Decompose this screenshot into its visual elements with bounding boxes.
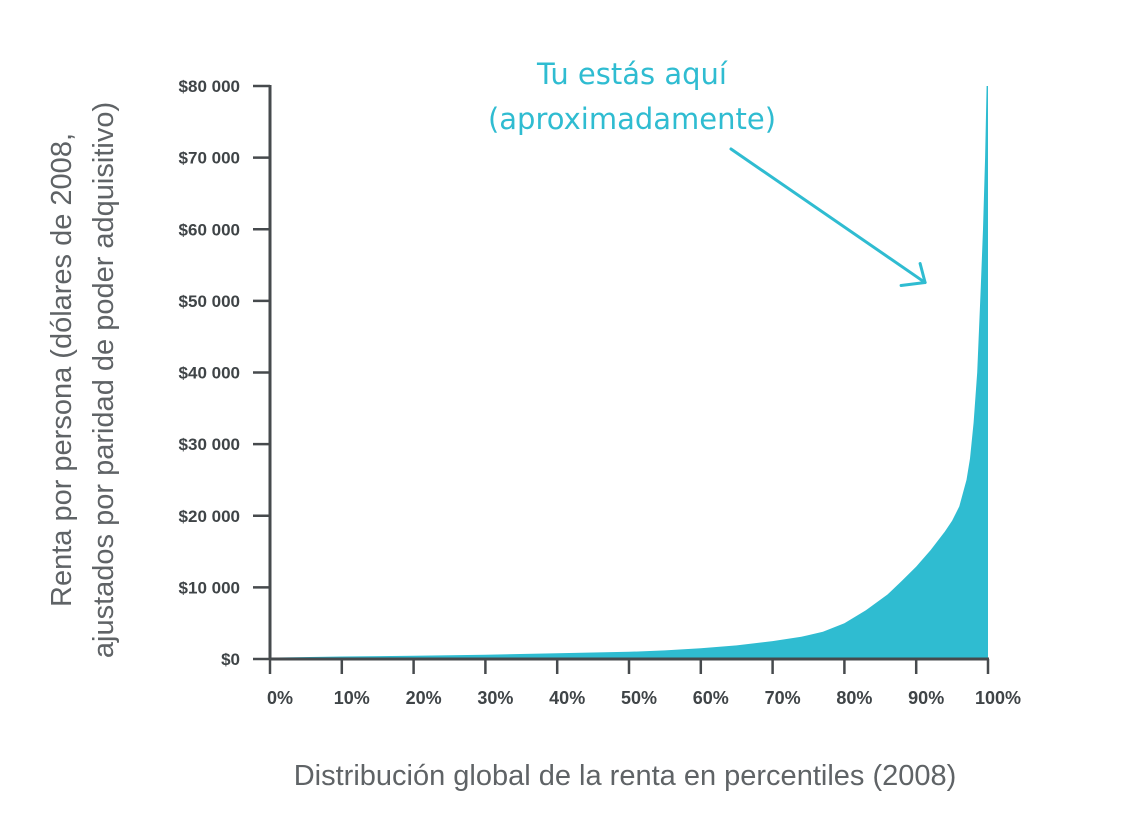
annotation-arrow-head [899,262,927,288]
x-tick-label: 80% [836,688,872,708]
x-tick-label: 50% [621,688,657,708]
x-tick-labels: 0% 10% 20% 30% 40% 50% 60% 70% 80% 90% 100% [267,688,1021,708]
y-tick-label: $0 [221,650,240,669]
x-tick-label: 70% [765,688,801,708]
x-tick-label: 90% [908,688,944,708]
annotation-line-2: (aproximadamente) [488,102,776,136]
x-tick-label: 10% [334,688,370,708]
x-tick-label: 60% [693,688,729,708]
x-tick-label: 30% [477,688,513,708]
y-tick-label: $10 000 [179,578,240,597]
y-tick-label: $60 000 [179,220,240,239]
area-layer [270,86,988,659]
x-tick-label: 40% [549,688,585,708]
annotation: Tu estás aquí (aproximadamente) [488,57,927,288]
y-tick-label: $80 000 [179,77,240,96]
x-tick-label: 0% [267,688,293,708]
y-axis-title-line-2: ajustados por paridad de poder adquisiti… [88,102,120,658]
y-tick-label: $20 000 [179,507,240,526]
annotation-arrow-shaft [729,147,927,285]
x-tick-label: 20% [406,688,442,708]
y-tick-label: $70 000 [179,149,240,168]
y-tick-labels: $0 $10 000 $20 000 $30 000 $40 000 $50 000 $60… [179,77,240,669]
y-tick-label: $30 000 [179,435,240,454]
axes-layer [253,84,990,674]
y-tick-label: $50 000 [179,292,240,311]
y-axis-title: Renta por persona (dólares de 2008, ajus… [46,102,120,658]
income-area-series-0 [270,86,988,659]
y-axis-title-line-1: Renta por persona (dólares de 2008, [46,133,78,607]
x-tick-label: 100% [975,688,1021,708]
annotation-line-1: Tu estás aquí [536,57,728,91]
y-tick-label: $40 000 [179,364,240,383]
x-axis-title: Distribución global de la renta en perce… [294,760,957,792]
